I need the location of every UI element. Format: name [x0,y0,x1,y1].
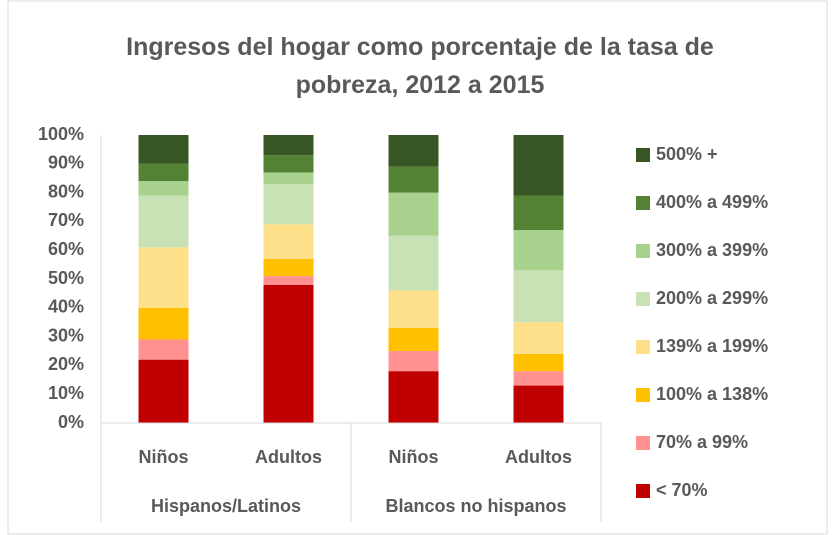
y-tick-label: 50% [48,268,84,288]
group-label: Blancos no hispanos [385,496,566,516]
x-tick-label: Niños [138,447,188,467]
legend-swatch [636,388,650,402]
y-tick-label: 40% [48,297,84,317]
legend-swatch [636,436,650,450]
bar-segment [138,163,189,182]
y-tick-label: 60% [48,239,84,259]
bar-segment [513,322,564,354]
bar-segment [138,135,189,164]
y-tick-label: 30% [48,325,84,345]
bar-segment [388,371,439,423]
bar-segment [263,183,314,225]
legend-swatch [636,340,650,354]
bar-segment [263,135,314,156]
bar-segment [263,258,314,277]
y-tick-label: 100% [38,124,84,144]
bar-segment [263,284,314,423]
legend-swatch [636,148,650,162]
legend-label: 200% a 299% [656,288,768,308]
legend-label: < 70% [656,480,708,500]
bar-segment [513,353,564,372]
bar-segment [263,155,314,173]
legend-label: 300% a 399% [656,240,768,260]
bar-segment [138,307,189,340]
bar-segment [138,195,189,248]
bar-segment [388,135,439,167]
bar-segment [388,327,439,351]
bar-segment [138,339,189,360]
group-label: Hispanos/Latinos [151,496,301,516]
x-tick-label: Adultos [505,447,572,467]
bar-segment [513,230,564,271]
y-tick-label: 90% [48,153,84,173]
bar-segment [263,276,314,285]
bar-segment [513,195,564,231]
legend-label: 500% + [656,144,718,164]
bar-segment [388,290,439,328]
y-tick-label: 20% [48,354,84,374]
bar-segment [388,235,439,291]
bar-segment [388,166,439,193]
x-tick-label: Niños [388,447,438,467]
legend-swatch [636,292,650,306]
bar-segment [138,359,189,423]
bar-segment [263,172,314,184]
chart-title: Ingresos del hogar como porcentaje de la… [126,33,714,99]
y-tick-label: 70% [48,210,84,230]
legend-label: 139% a 199% [656,336,768,356]
bar-segment [263,224,314,259]
y-tick-label: 10% [48,383,84,403]
bar-segment [513,135,564,196]
legend-swatch [636,484,650,498]
bar-segment [138,247,189,308]
y-tick-label: 80% [48,181,84,201]
legend-label: 100% a 138% [656,384,768,404]
bar-segment [388,351,439,372]
chart-border [7,0,828,535]
y-tick-label: 0% [58,412,84,432]
bar-segment [513,385,564,423]
x-tick-label: Adultos [255,447,322,467]
bar-segment [513,270,564,323]
legend-label: 70% a 99% [656,432,748,452]
bar-segment [513,371,564,386]
legend-swatch [636,196,650,210]
legend-swatch [636,244,650,258]
legend-label: 400% a 499% [656,192,768,212]
bar-segment [138,181,189,196]
bar-segment [388,192,439,236]
